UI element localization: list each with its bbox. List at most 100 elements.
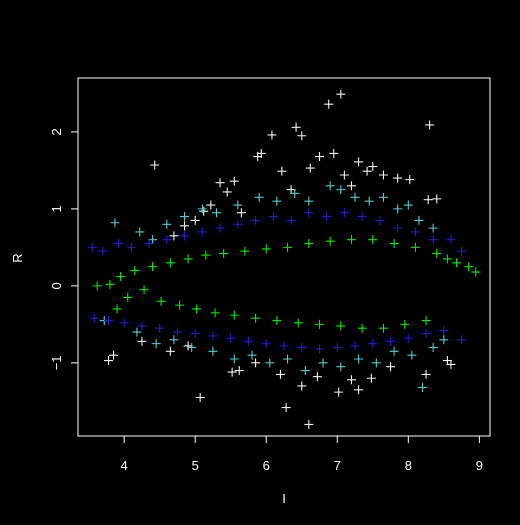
y-axis: −1 0 1 2 bbox=[49, 128, 79, 370]
x-tick-label: 6 bbox=[263, 458, 270, 473]
data-point bbox=[315, 319, 325, 329]
data-point bbox=[403, 200, 413, 210]
data-point bbox=[378, 170, 388, 180]
data-point bbox=[304, 419, 314, 429]
data-point bbox=[371, 358, 381, 368]
data-point bbox=[162, 219, 172, 229]
data-point bbox=[350, 341, 360, 351]
data-point bbox=[180, 212, 190, 222]
data-point bbox=[471, 267, 481, 277]
data-point bbox=[350, 192, 360, 202]
data-point bbox=[305, 163, 315, 173]
data-point bbox=[336, 89, 346, 99]
data-point bbox=[156, 296, 166, 306]
data-point bbox=[297, 381, 307, 391]
data-point bbox=[286, 185, 296, 195]
data-point bbox=[312, 372, 322, 382]
y-axis-label: R bbox=[10, 253, 25, 262]
data-point bbox=[315, 152, 325, 162]
data-point bbox=[148, 235, 158, 245]
data-point bbox=[251, 358, 261, 368]
data-point bbox=[139, 285, 149, 295]
data-point bbox=[439, 335, 449, 345]
data-point bbox=[116, 272, 126, 282]
data-point bbox=[357, 323, 367, 333]
data-point bbox=[192, 304, 202, 314]
data-point bbox=[92, 281, 102, 291]
data-point bbox=[272, 316, 282, 326]
data-point bbox=[229, 354, 239, 364]
data-point bbox=[325, 181, 335, 191]
data-point bbox=[233, 219, 243, 229]
x-tick-label: 4 bbox=[121, 458, 128, 473]
x-axis: 4 5 6 7 8 9 bbox=[121, 435, 483, 473]
data-point bbox=[180, 231, 190, 241]
data-point bbox=[197, 227, 207, 237]
data-point bbox=[277, 166, 287, 176]
x-axis-label: I bbox=[282, 491, 286, 506]
data-point bbox=[150, 160, 160, 170]
data-point bbox=[169, 231, 179, 241]
data-point bbox=[190, 329, 200, 339]
data-point bbox=[195, 393, 205, 403]
data-point bbox=[378, 192, 388, 202]
data-point bbox=[457, 246, 467, 256]
x-tick-label: 9 bbox=[476, 458, 483, 473]
data-point bbox=[403, 333, 413, 343]
data-point bbox=[130, 265, 140, 275]
data-point bbox=[243, 336, 253, 346]
data-point bbox=[368, 162, 378, 172]
data-point bbox=[208, 331, 218, 341]
data-point bbox=[199, 206, 209, 216]
data-point bbox=[457, 335, 467, 345]
data-point bbox=[208, 346, 218, 356]
data-point bbox=[113, 239, 123, 249]
data-point bbox=[261, 339, 271, 349]
data-point bbox=[240, 246, 250, 256]
data-point bbox=[272, 196, 282, 206]
data-point bbox=[400, 319, 410, 329]
data-point bbox=[325, 236, 335, 246]
data-point bbox=[410, 227, 420, 237]
data-point bbox=[180, 221, 190, 231]
data-point bbox=[378, 323, 388, 333]
data-point bbox=[110, 218, 120, 228]
data-point bbox=[286, 215, 296, 225]
data-point bbox=[446, 359, 456, 369]
data-point bbox=[357, 212, 367, 222]
data-point bbox=[393, 223, 403, 233]
data-point bbox=[227, 367, 237, 377]
data-point bbox=[354, 157, 364, 167]
data-point bbox=[432, 194, 442, 204]
y-tick-label: 1 bbox=[49, 205, 64, 212]
data-point bbox=[275, 369, 285, 379]
data-point bbox=[339, 208, 349, 218]
data-point bbox=[87, 242, 97, 252]
data-point bbox=[322, 212, 332, 222]
data-point bbox=[439, 326, 449, 336]
data-point bbox=[132, 327, 142, 337]
data-point bbox=[162, 235, 172, 245]
data-point bbox=[346, 181, 356, 191]
data-point bbox=[336, 362, 346, 372]
data-point bbox=[283, 354, 293, 364]
data-point bbox=[183, 254, 193, 264]
data-point bbox=[105, 279, 115, 289]
data-point bbox=[98, 246, 108, 256]
data-point bbox=[290, 188, 300, 198]
data-point bbox=[464, 262, 474, 272]
data-point bbox=[304, 239, 314, 249]
y-tick-label: 0 bbox=[49, 282, 64, 289]
data-point bbox=[222, 187, 232, 197]
data-point bbox=[405, 175, 415, 185]
data-point bbox=[421, 369, 431, 379]
data-point bbox=[389, 239, 399, 249]
data-point bbox=[144, 239, 154, 249]
data-point bbox=[109, 350, 119, 360]
data-point bbox=[187, 342, 197, 352]
data-point bbox=[421, 316, 431, 326]
data-point bbox=[165, 346, 175, 356]
